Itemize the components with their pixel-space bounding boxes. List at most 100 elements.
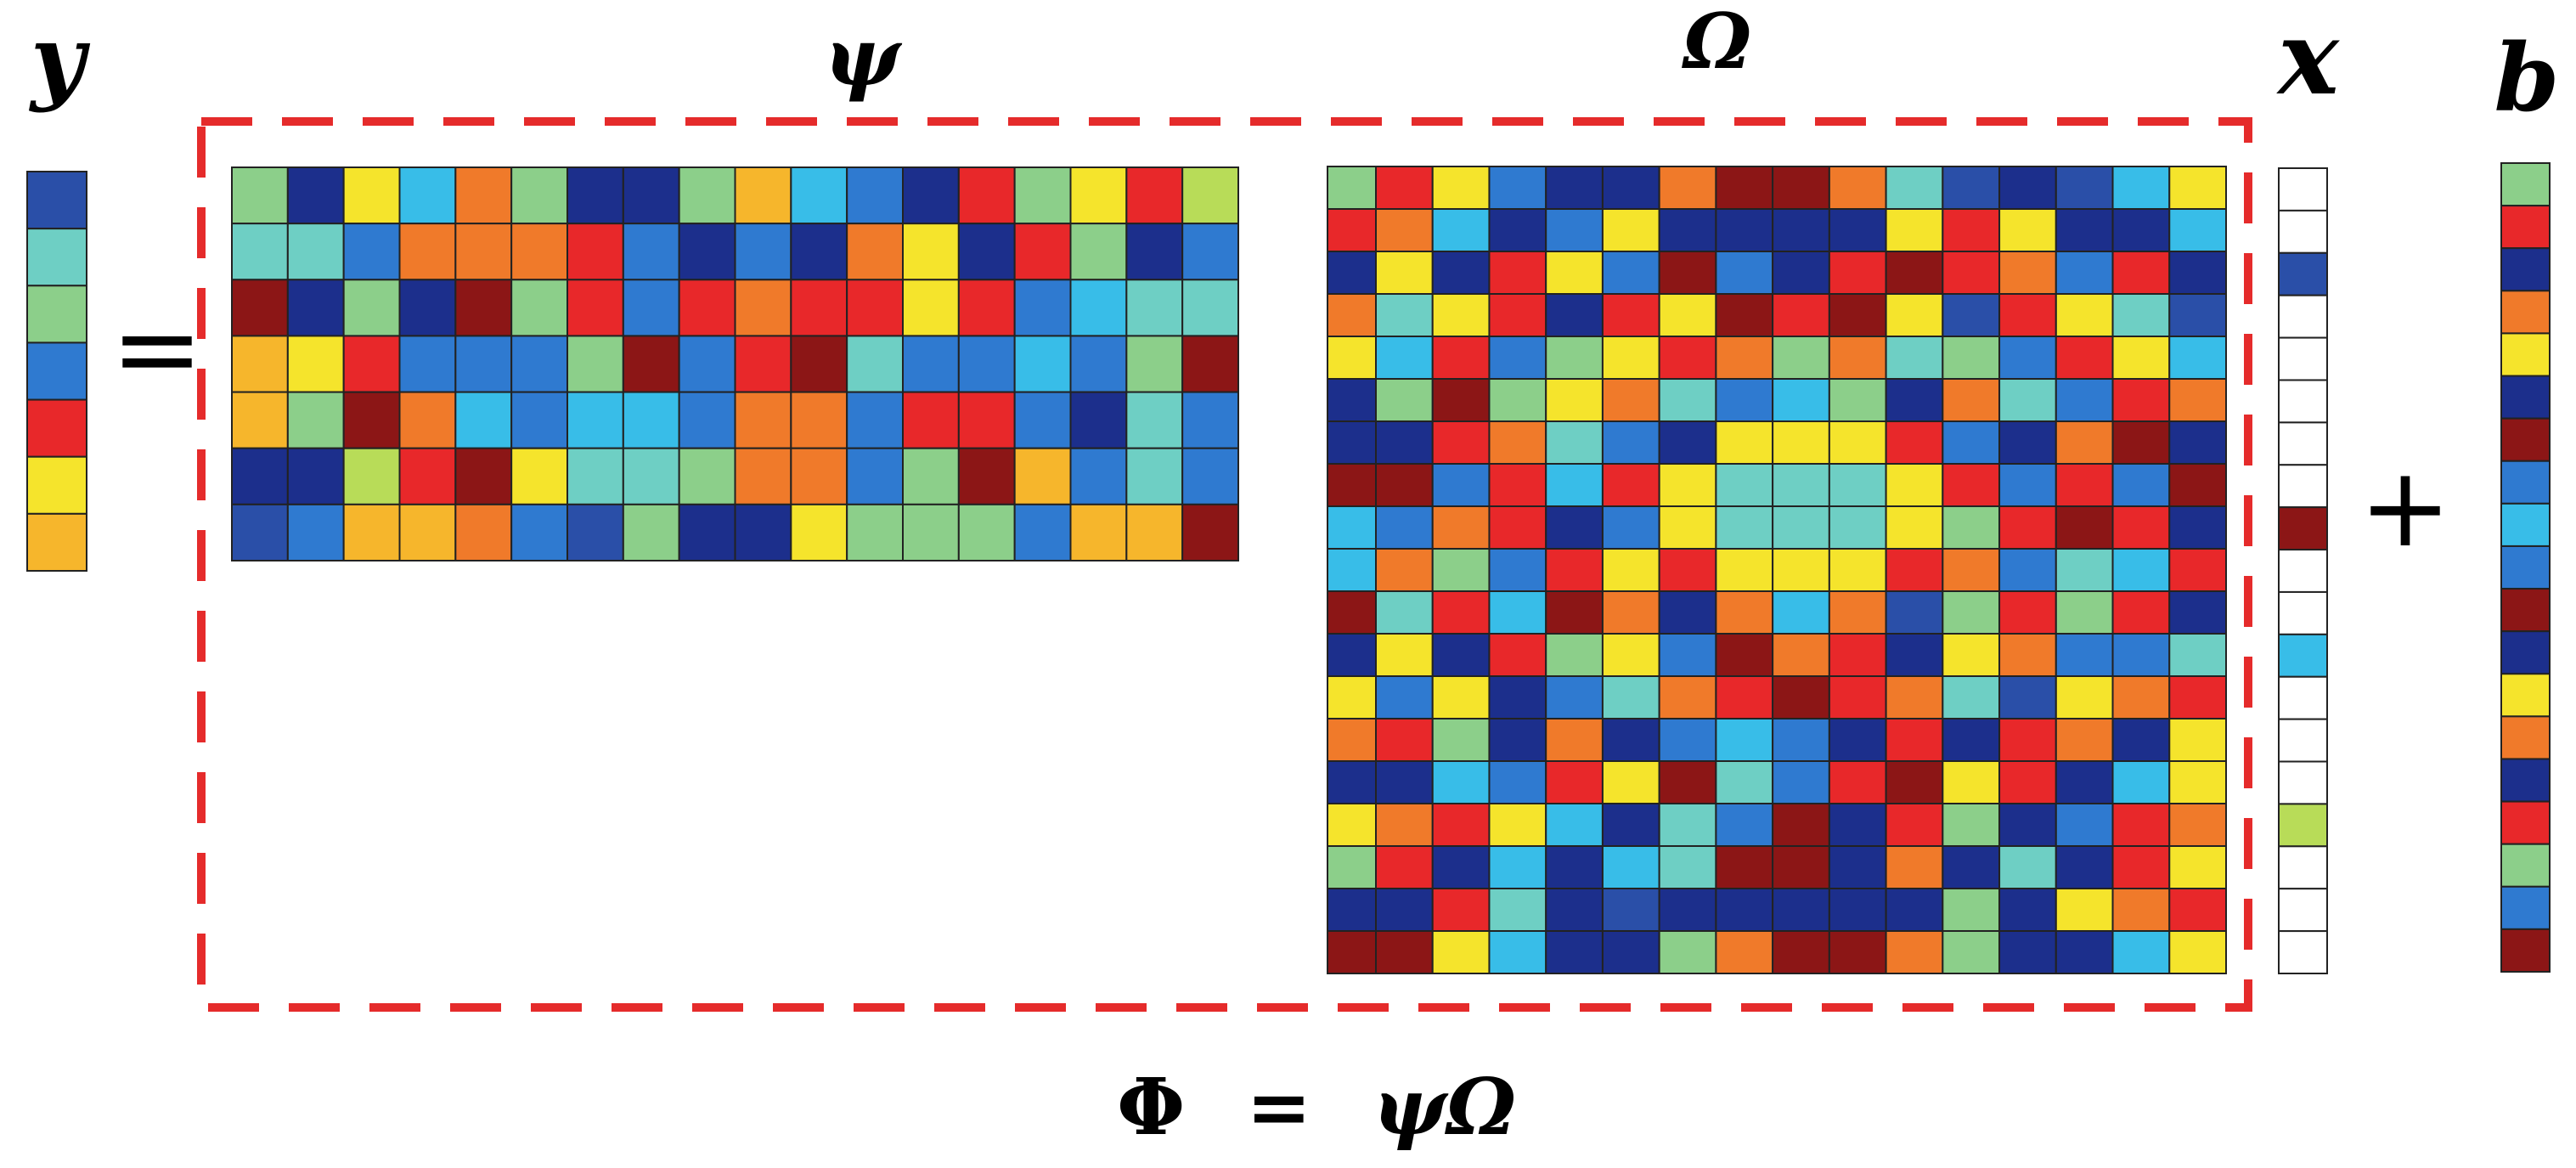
omega-cell [2111,293,2171,337]
x-cell [2278,675,2328,720]
omega-cell [1658,251,1717,295]
omega-cell [2111,845,2171,889]
psi-cell [510,503,569,561]
omega-cell [1828,378,1887,422]
psi-cell [1013,279,1072,337]
psi-cell [1069,503,1128,561]
psi-cell [286,503,345,561]
omega-cell [1772,590,1830,635]
psi-cell [454,279,513,337]
omega-cell [1488,888,1547,932]
omega-cell [1601,208,1660,252]
psi-cell [1069,166,1128,225]
omega-cell [1601,633,1660,677]
omega-cell [1431,548,1491,592]
omega-cell [1998,760,2057,804]
omega-cell [2055,675,2114,719]
b-cell [2500,588,2551,633]
omega-cell [1658,718,1717,762]
omega-cell [2168,378,2227,422]
omega-cell [1942,463,2001,507]
omega-cell [1942,166,2001,210]
b-cell [2500,332,2551,377]
plus-sign: + [2359,443,2452,572]
psi-cell [231,279,289,337]
psi-cell [398,279,457,337]
omega-cell [2111,336,2171,380]
psi-cell [622,391,680,449]
b-cell [2500,375,2551,420]
omega-side-cell [1327,420,1377,465]
formula-phi: Φ [1117,1061,1185,1153]
omega-cell [1828,420,1887,465]
omega-cell [1601,718,1660,762]
psi-cell [734,447,792,505]
omega-side-cell [1327,463,1377,507]
x-cell [2278,803,2328,848]
omega-cell [1885,463,1944,507]
omega-cell [1828,590,1887,635]
omega-cell [1828,336,1887,380]
y-cell [26,398,87,458]
psi-cell [846,279,905,337]
psi-cell [622,223,680,281]
b-cell [2500,205,2551,250]
y-cell [26,455,87,515]
omega-cell [1431,760,1491,804]
omega-cell [1772,166,1830,210]
omega-cell [1488,251,1547,295]
x-cell [2278,549,2328,593]
psi-cell [790,166,848,225]
psi-cell [510,391,569,449]
omega-cell [1601,548,1660,592]
omega-cell [1545,336,1604,380]
omega-side-column [1327,166,1377,974]
psi-cell [454,335,513,393]
psi-cell [1013,447,1072,505]
omega-cell [1885,505,1944,550]
x-cell [2278,379,2328,424]
omega-cell [1601,803,1660,847]
omega-side-cell [1327,548,1377,592]
omega-cell [1601,378,1660,422]
psi-matrix [231,166,1239,561]
omega-label: Ω [1682,0,1751,87]
b-cell [2500,162,2551,207]
omega-cell [2055,803,2114,847]
psi-cell [1181,503,1239,561]
omega-cell [1942,888,2001,932]
psi-cell [454,391,513,449]
omega-side-cell [1327,633,1377,677]
omega-cell [1488,505,1547,550]
y-cell [26,341,87,401]
omega-cell [1885,845,1944,889]
psi-cell [566,279,624,337]
psi-cell [902,223,960,281]
omega-cell [1488,590,1547,635]
x-cell [2278,421,2328,466]
y-vector [26,171,87,572]
omega-cell [1431,803,1491,847]
omega-cell [1545,633,1604,677]
omega-cell [1658,463,1717,507]
x-cell [2278,209,2328,254]
omega-cell [1545,590,1604,635]
omega-cell [2055,208,2114,252]
omega-cell [1942,590,2001,635]
omega-cell [1772,420,1830,465]
omega-cell [1431,718,1491,762]
psi-cell [846,335,905,393]
omega-cell [1545,888,1604,932]
omega-cell [1375,420,1434,465]
psi-cell [902,447,960,505]
omega-cell [1885,251,1944,295]
omega-cell [1715,293,1774,337]
omega-cell [2111,548,2171,592]
psi-cell [790,447,848,505]
psi-cell [1069,223,1128,281]
omega-cell [1828,675,1887,719]
psi-cell [1125,335,1184,393]
omega-cell [1658,590,1717,635]
omega-cell [1658,548,1717,592]
omega-cell [1715,420,1774,465]
